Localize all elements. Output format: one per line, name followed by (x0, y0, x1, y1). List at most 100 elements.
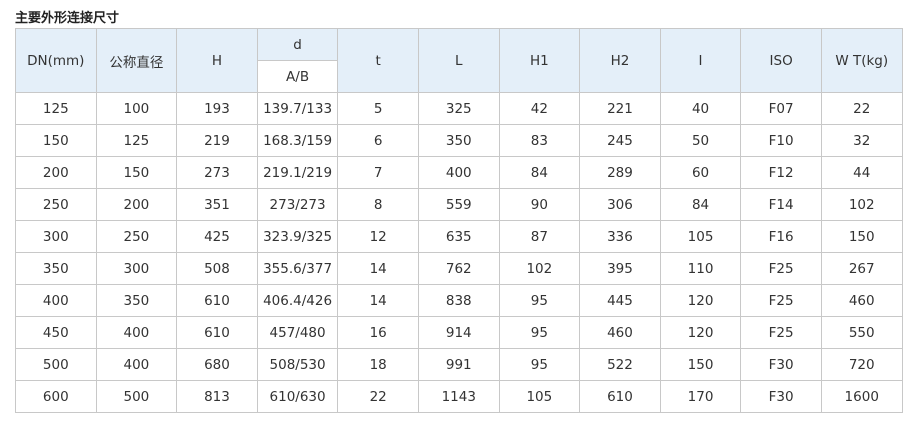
header-wt: W T(kg) (820, 28, 903, 93)
table-cell: 355.6/377 (256, 252, 339, 285)
table-cell: F16 (740, 220, 822, 253)
table-cell: F30 (740, 348, 822, 381)
table-cell: 635 (417, 220, 500, 253)
table-cell: 1143 (417, 380, 500, 413)
header-ab: A/B (256, 60, 339, 93)
dimensions-table: DN(mm) 公称直径 H d t L H1 H2 I ISO W T(kg) … (15, 28, 903, 413)
table-cell: 457/480 (256, 316, 339, 349)
table-cell: 400 (15, 284, 97, 317)
table-cell: 14 (337, 284, 419, 317)
table-cell: 16 (337, 316, 419, 349)
table-cell: 508 (176, 252, 258, 285)
header-i: I (659, 28, 742, 93)
table-cell: 5 (337, 92, 419, 125)
table-cell: F14 (740, 188, 822, 221)
table-cell: 289 (579, 156, 661, 189)
table-cell: F25 (740, 252, 822, 285)
table-row: 300 250 425 323.9/325 12 635 87 336 105 F16 150 (15, 220, 903, 253)
table-cell: 350 (95, 284, 178, 317)
table-row: 125 100 193 139.7/133 5 325 42 221 40 F07 22 (15, 92, 903, 125)
table-cell: 170 (659, 380, 742, 413)
table-cell: 460 (820, 284, 903, 317)
table-cell: 336 (579, 220, 661, 253)
table-cell: 522 (579, 348, 661, 381)
table-cell: 250 (95, 220, 178, 253)
table-cell: 400 (95, 316, 178, 349)
table-cell: 600 (15, 380, 97, 413)
table-cell: 95 (498, 284, 581, 317)
table-cell: 12 (337, 220, 419, 253)
section-title: 主要外形连接尺寸 (15, 11, 120, 26)
table-cell: 83 (498, 124, 581, 157)
table-cell: 150 (659, 348, 742, 381)
header-dn: DN(mm) (15, 28, 97, 93)
table-cell: 991 (417, 348, 500, 381)
table-cell: 762 (417, 252, 500, 285)
table-row: 250 200 351 273/273 8 559 90 306 84 F14 102 (15, 188, 903, 221)
table-cell: 84 (659, 188, 742, 221)
table-cell: 105 (498, 380, 581, 413)
table-row: 600 500 813 610/630 22 1143 105 610 170 F30 1600 (15, 380, 903, 413)
header-nominal: 公称直径 (95, 28, 178, 93)
table-cell: 110 (659, 252, 742, 285)
header-iso: ISO (740, 28, 822, 93)
table-cell: 125 (15, 92, 97, 125)
table-cell: 610 (176, 316, 258, 349)
header-l: L (417, 28, 500, 93)
header-row: DN(mm) 公称直径 H d t L H1 H2 I ISO W T(kg) (15, 28, 903, 93)
table-cell: F07 (740, 92, 822, 125)
table-cell: 914 (417, 316, 500, 349)
table-cell: 139.7/133 (256, 92, 339, 125)
table-cell: 267 (820, 252, 903, 285)
table-cell: 610 (176, 284, 258, 317)
table-cell: 250 (15, 188, 97, 221)
table-cell: 559 (417, 188, 500, 221)
table-row: 450 400 610 457/480 16 914 95 460 120 F25 550 (15, 316, 903, 349)
table-cell: 351 (176, 188, 258, 221)
table-row: 200 150 273 219.1/219 7 400 84 289 60 F12 44 (15, 156, 903, 189)
table-cell: 838 (417, 284, 500, 317)
table-cell: 100 (95, 92, 178, 125)
table-cell: 42 (498, 92, 581, 125)
table-cell: 425 (176, 220, 258, 253)
table-cell: 550 (820, 316, 903, 349)
table-cell: 610 (579, 380, 661, 413)
table-cell: F10 (740, 124, 822, 157)
table-cell: 193 (176, 92, 258, 125)
table-cell: F25 (740, 316, 822, 349)
table-row: 150 125 219 168.3/159 6 350 83 245 50 F10 32 (15, 124, 903, 157)
table-cell: 395 (579, 252, 661, 285)
table-cell: 445 (579, 284, 661, 317)
table-cell: 300 (15, 220, 97, 253)
table-row: 400 350 610 406.4/426 14 838 95 445 120 F25 460 (15, 284, 903, 317)
table-cell: 8 (337, 188, 419, 221)
table-cell: 500 (15, 348, 97, 381)
table-cell: 325 (417, 92, 500, 125)
table-row: 350 300 508 355.6/377 14 762 102 395 110 F25 267 (15, 252, 903, 285)
table-cell: 200 (95, 188, 178, 221)
table-cell: 219.1/219 (256, 156, 339, 189)
table-cell: 95 (498, 348, 581, 381)
header-t: t (337, 28, 419, 93)
table-cell: 500 (95, 380, 178, 413)
table-cell: 1600 (820, 380, 903, 413)
table-cell: 125 (95, 124, 178, 157)
table-cell: 300 (95, 252, 178, 285)
table-cell: 221 (579, 92, 661, 125)
table-cell: 813 (176, 380, 258, 413)
table-cell: 84 (498, 156, 581, 189)
header-h1: H1 (498, 28, 581, 93)
table-cell: 32 (820, 124, 903, 157)
table-cell: 273 (176, 156, 258, 189)
table-cell: 460 (579, 316, 661, 349)
table-cell: 150 (95, 156, 178, 189)
table-cell: 102 (820, 188, 903, 221)
table-cell: 273/273 (256, 188, 339, 221)
table-cell: 120 (659, 316, 742, 349)
table-cell: 6 (337, 124, 419, 157)
table-row: 500 400 680 508/530 18 991 95 522 150 F30 720 (15, 348, 903, 381)
table-cell: 168.3/159 (256, 124, 339, 157)
table-cell: 219 (176, 124, 258, 157)
table-cell: 22 (337, 380, 419, 413)
table-cell: 350 (15, 252, 97, 285)
